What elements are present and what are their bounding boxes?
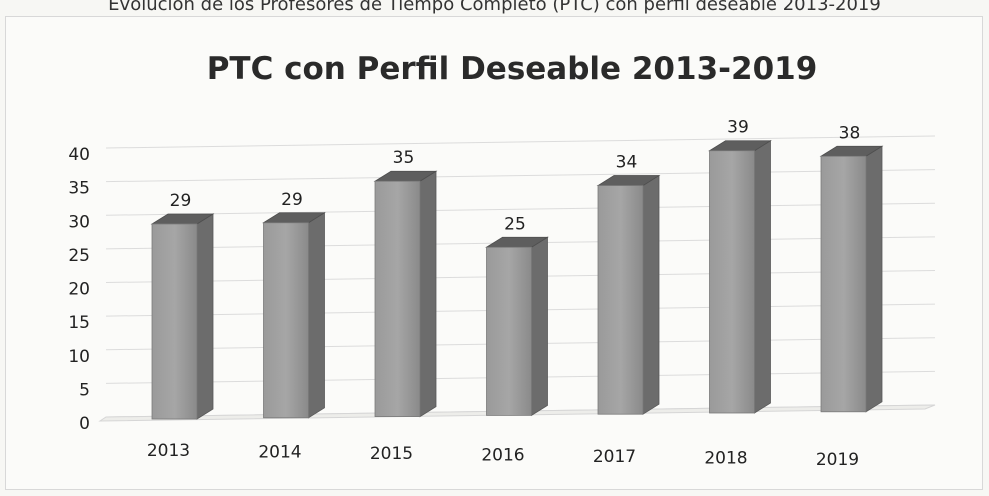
bar-front-2014	[263, 222, 309, 419]
bar-front-2019	[820, 155, 867, 413]
bar-front-2018	[709, 150, 755, 414]
bar-side-2018	[754, 140, 771, 414]
x-tick-label-2013: 2013	[147, 441, 190, 461]
data-label-2019: 38	[839, 123, 861, 143]
bar-front-2016	[486, 246, 532, 416]
chart-title: PTC con Perfil Deseable 2013-2019	[207, 51, 818, 87]
data-label-2013: 29	[170, 191, 192, 211]
bar-side-2014	[308, 212, 325, 419]
bar-2018: 39	[708, 118, 772, 414]
data-label-2015: 35	[393, 148, 415, 168]
bar-side-2013	[196, 213, 214, 420]
y-tick-label-2: 10	[68, 347, 90, 367]
data-label-2018: 39	[727, 118, 749, 138]
bar-front-2013	[151, 223, 198, 420]
x-tick-label-2015: 2015	[370, 444, 413, 464]
bar-2013: 29	[150, 191, 215, 420]
y-axis: 0 5 10 15 20 25 30 35 40	[68, 145, 90, 434]
x-axis: 2013 2014 2015 2016 2017 2018 2019	[147, 441, 859, 470]
bar-2016: 25	[485, 214, 549, 417]
x-tick-label-2016: 2016	[481, 446, 524, 466]
figure-caption: Evolución de los Profesores de Tiempo Co…	[108, 0, 881, 15]
gridline-6	[105, 202, 936, 216]
bar-front-2015	[374, 180, 421, 418]
data-label-2014: 29	[281, 190, 303, 210]
y-tick-label-3: 15	[68, 313, 90, 333]
y-tick-label-0: 0	[79, 414, 90, 434]
bar-2019: 38	[819, 123, 884, 413]
bar-side-2019	[865, 145, 883, 413]
bar-2014: 29	[262, 190, 326, 419]
x-tick-label-2017: 2017	[593, 447, 636, 467]
y-tick-label-6: 30	[68, 212, 90, 232]
x-tick-label-2014: 2014	[258, 443, 301, 463]
bar-side-2015	[419, 170, 437, 418]
y-tick-label-1: 5	[79, 380, 90, 400]
y-tick-label-5: 25	[68, 246, 90, 266]
gridline-7	[105, 169, 936, 183]
y-tick-label-7: 35	[68, 179, 90, 199]
y-tick-label-8: 40	[68, 145, 90, 165]
bar-2017: 34	[596, 153, 661, 415]
bar-2015: 35	[373, 148, 438, 418]
gridline-8	[105, 135, 936, 149]
bar-side-2016	[531, 236, 548, 417]
bar-front-2017	[597, 185, 644, 415]
x-tick-label-2018: 2018	[704, 449, 747, 469]
bars: 29 29 35 25 34 39 38	[150, 118, 884, 420]
bar-side-2017	[642, 174, 660, 415]
data-label-2016: 25	[504, 214, 526, 234]
data-label-2017: 34	[616, 153, 638, 173]
x-tick-label-2019: 2019	[816, 450, 859, 470]
y-tick-label-4: 20	[68, 280, 90, 300]
